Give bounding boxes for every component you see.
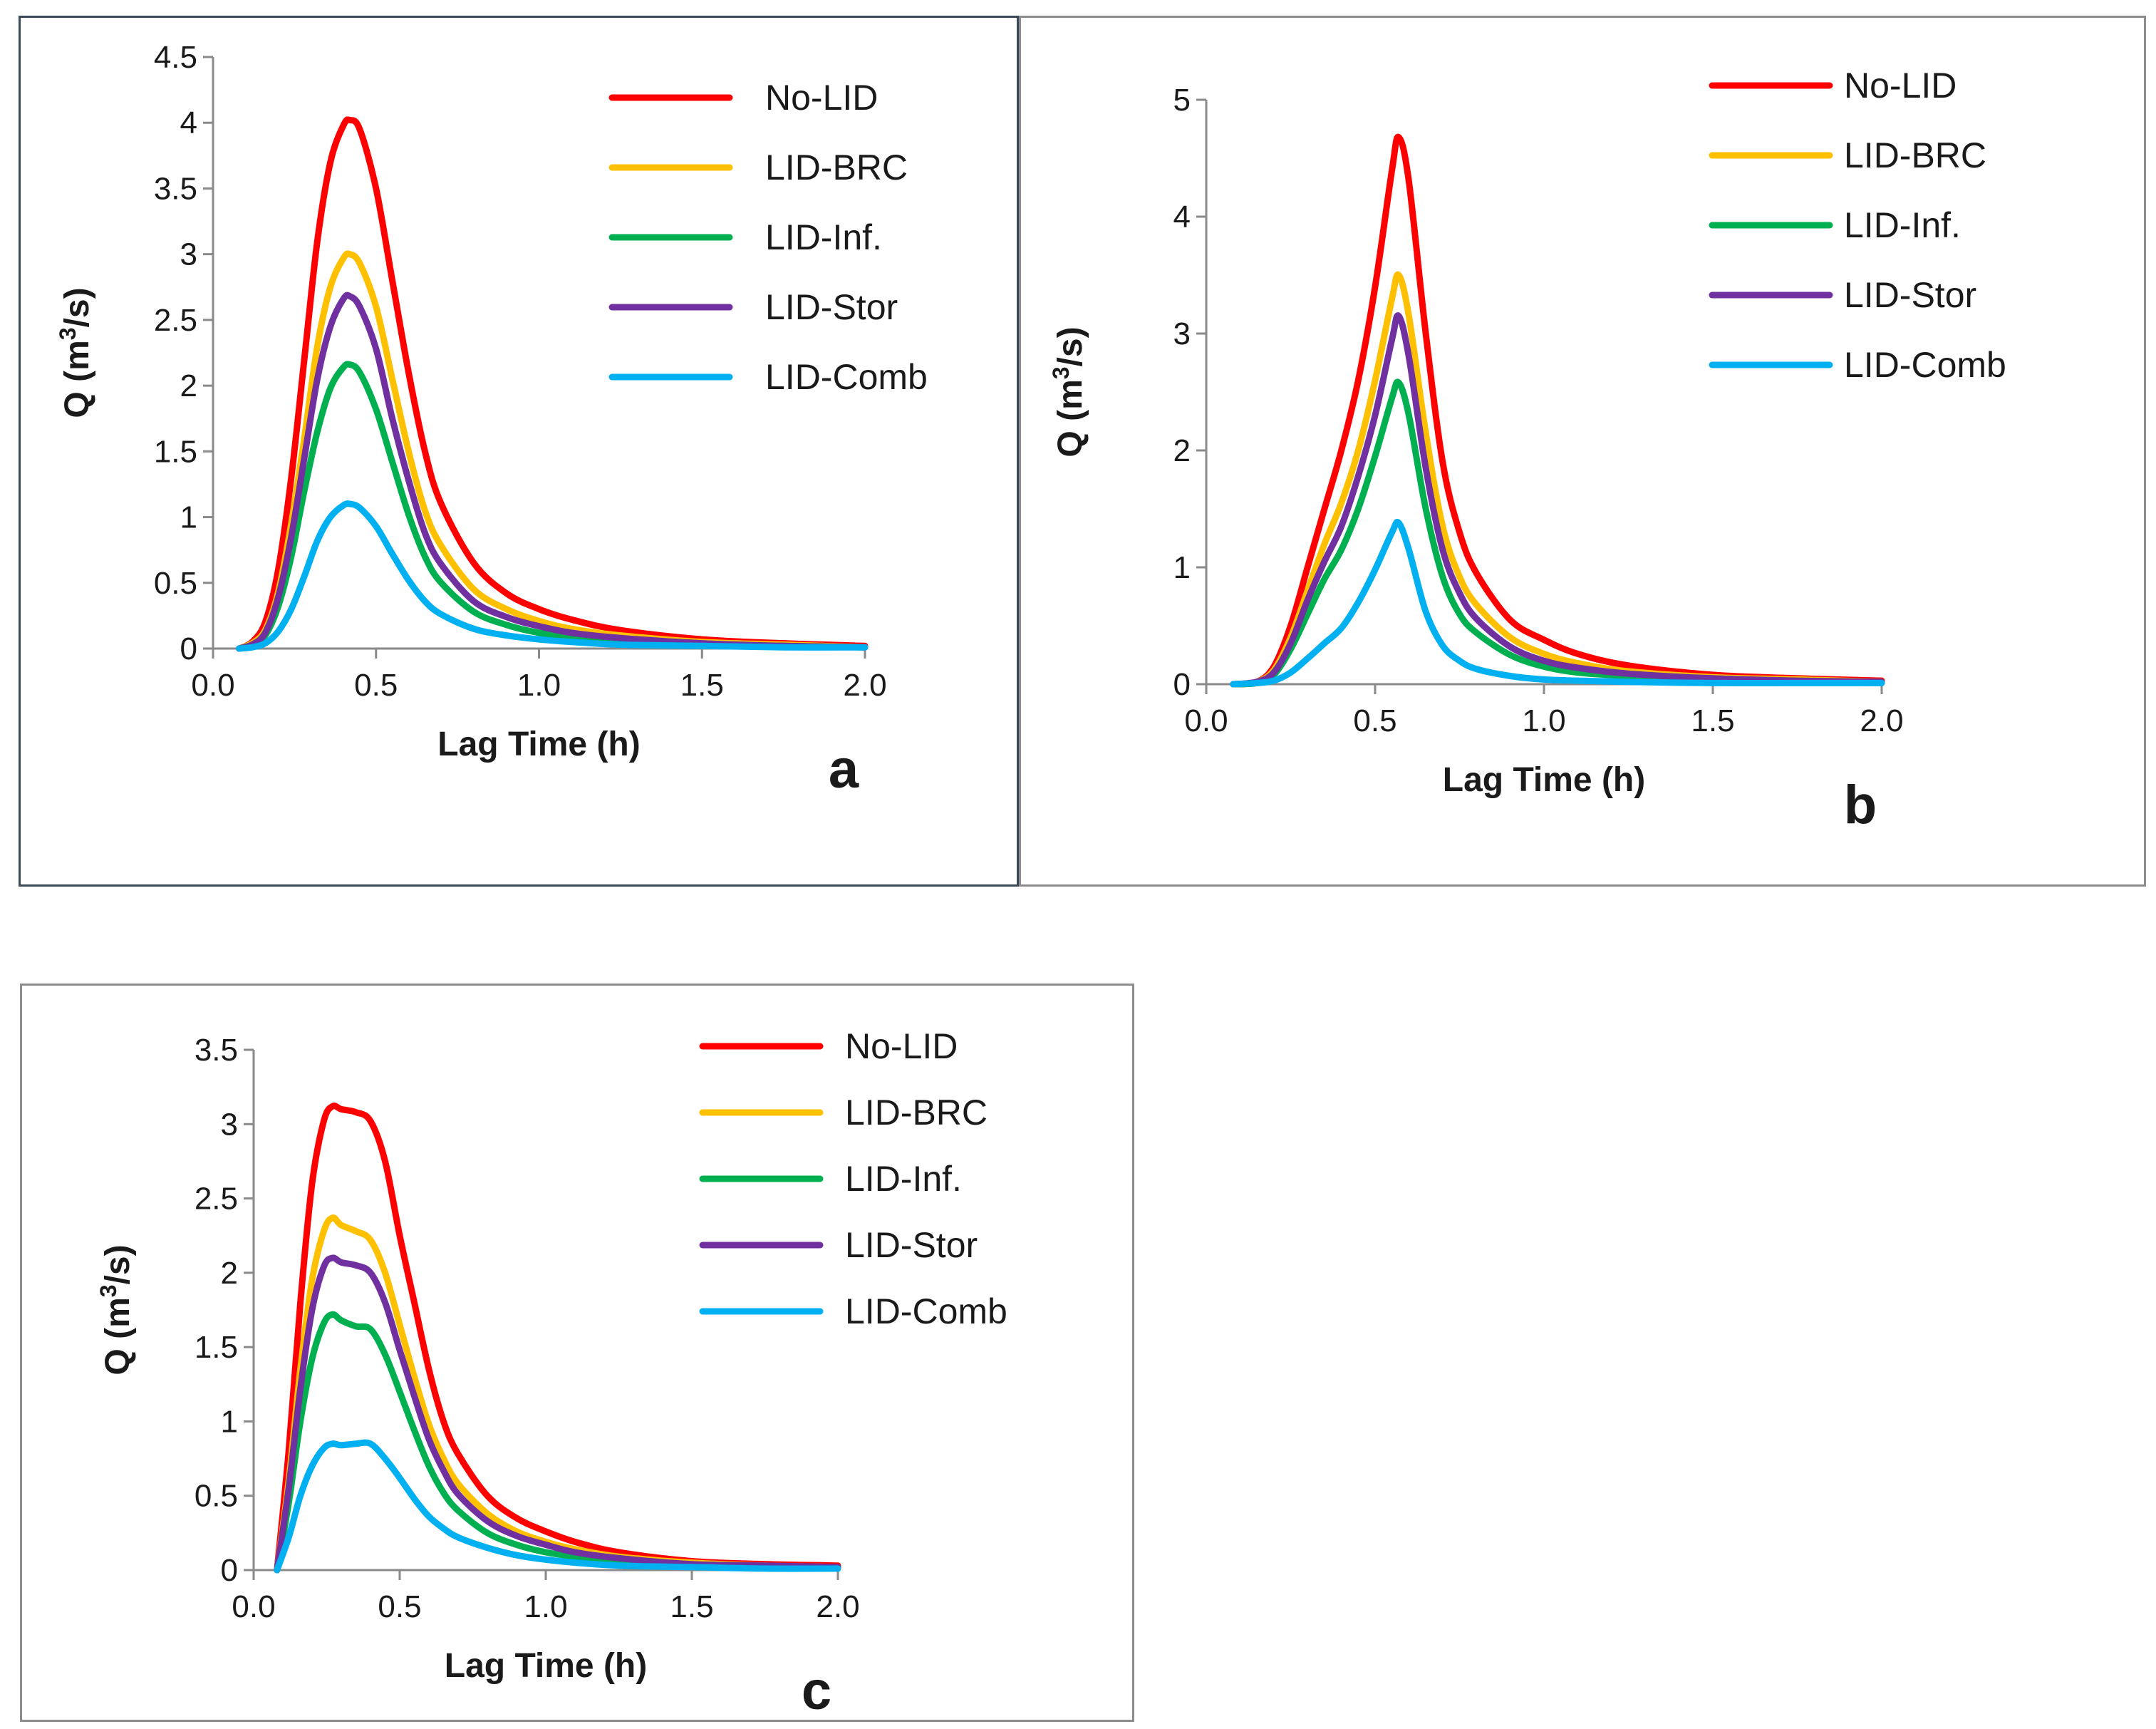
y-tick-label: 3	[1173, 316, 1191, 351]
y-tick-label: 1	[1173, 550, 1191, 585]
legend-label: LID-Stor	[1844, 275, 1976, 315]
x-tick-label: 1.5	[670, 1589, 713, 1624]
x-axis-title-b: Lag Time (h)	[1443, 761, 1645, 799]
x-tick-label: 1.5	[1691, 703, 1734, 738]
y-tick-label: 1.5	[195, 1330, 238, 1365]
y-tick-label: 5	[1173, 83, 1191, 118]
x-tick-label: 0.0	[232, 1589, 275, 1624]
y-tick-label: 3.5	[154, 171, 197, 206]
x-axis-title-c: Lag Time (h)	[445, 1647, 647, 1685]
chart-panel-b: 0 1 2 3 4 5 0.0 0.5 1.0 1.5 2.0 Lag Time (h) Q (m3/s…	[1019, 16, 2146, 887]
series-line-lid-comb	[236, 500, 869, 652]
y-tick-label: 0.5	[154, 566, 197, 601]
x-tick-label: 1.5	[680, 668, 724, 703]
y-axis-title-a: Q (m3/s)	[55, 287, 96, 418]
legend-label: LID-BRC	[1844, 135, 1986, 175]
x-tick-label: 1.0	[524, 1589, 567, 1624]
x-tick-label: 2.0	[843, 668, 886, 703]
chart-panel-a: 0 0.5 1 1.5 2 2.5 3 3.5 4 4.5 0.0 0.5 1.0 1.5 2.0 Lag T…	[19, 16, 1019, 887]
y-axis-title-b: Q (m3/s)	[1048, 326, 1089, 457]
y-tick-label: 2.5	[195, 1182, 238, 1217]
y-tick-label: 2	[180, 368, 197, 403]
series-line-lid-stor	[236, 291, 869, 652]
legend-label: No-LID	[765, 78, 878, 118]
x-tick-label: 0.0	[191, 668, 234, 703]
y-tick-label: 3.5	[195, 1033, 238, 1068]
x-tick-label: 1.0	[1522, 703, 1565, 738]
series-line-lid-stor	[1230, 312, 1885, 688]
y-tick-label: 3	[180, 237, 197, 272]
chart-panel-c: 0 0.5 1 1.5 2 2.5 3 3.5 0.0 0.5 1.0 1.5 2.0 Lag Time …	[20, 984, 1134, 1722]
y-tick-label: 0.5	[195, 1479, 238, 1514]
y-tick-label: 4	[1173, 200, 1191, 234]
legend-label: LID-Inf.	[845, 1159, 962, 1199]
y-tick-label: 0	[1173, 667, 1191, 702]
x-tick-label: 2.0	[1860, 703, 1903, 738]
chart-b-svg: 0 1 2 3 4 5 0.0 0.5 1.0 1.5 2.0 Lag Time (h) Q (m3/s…	[1048, 66, 2006, 835]
legend-label: LID-Comb	[765, 357, 928, 397]
series-line-lid-brc	[274, 1214, 841, 1574]
panel-letter-a: a	[829, 739, 859, 800]
panel-letter-b: b	[1844, 775, 1877, 835]
x-tick-label: 0.5	[354, 668, 398, 703]
y-tick-label: 1	[221, 1404, 238, 1439]
chart-c-svg: 0 0.5 1 1.5 2 2.5 3 3.5 0.0 0.5 1.0 1.5 2.0 Lag Time …	[95, 1026, 1007, 1721]
y-tick-label: 4	[180, 105, 197, 140]
legend-label: LID-Inf.	[765, 217, 882, 257]
legend-label: No-LID	[845, 1026, 958, 1066]
y-tick-label: 2.5	[154, 303, 197, 338]
x-axis-title-a: Lag Time (h)	[437, 726, 640, 763]
y-tick-label: 0	[221, 1553, 238, 1588]
legend-label: LID-Stor	[765, 287, 898, 327]
x-tick-label: 2.0	[816, 1589, 859, 1624]
panel-letter-c: c	[802, 1661, 831, 1721]
y-tick-label: 1.5	[154, 434, 197, 469]
y-tick-label: 2	[1173, 433, 1191, 468]
legend-label: LID-BRC	[845, 1093, 988, 1132]
y-tick-label: 1	[180, 500, 197, 535]
chart-a-svg: 0 0.5 1 1.5 2 2.5 3 3.5 4 4.5 0.0 0.5 1.0 1.5 2.0 Lag T…	[55, 40, 928, 800]
series-line-no-lid	[236, 116, 869, 652]
legend-label: LID-Inf.	[1844, 205, 1961, 245]
x-tick-label: 0.5	[1353, 703, 1396, 738]
x-tick-label: 0.0	[1184, 703, 1228, 738]
series-line-lid-comb	[274, 1439, 841, 1574]
legend-label: LID-Comb	[1844, 345, 2006, 385]
legend-label: LID-Stor	[845, 1225, 978, 1265]
y-axis-title-c: Q (m3/s)	[95, 1244, 137, 1375]
y-tick-label: 3	[221, 1107, 238, 1142]
legend-label: LID-BRC	[765, 148, 908, 187]
legend-label: No-LID	[1844, 66, 1957, 105]
series-line-lid-comb	[1230, 518, 1885, 688]
legend-label: LID-Comb	[845, 1291, 1007, 1331]
y-tick-label: 0	[180, 631, 197, 666]
y-tick-label: 4.5	[154, 40, 197, 75]
x-tick-label: 1.0	[517, 668, 561, 703]
series-line-no-lid	[274, 1103, 841, 1574]
series-line-no-lid	[1230, 133, 1885, 688]
y-tick-label: 2	[221, 1256, 238, 1291]
x-tick-label: 0.5	[378, 1589, 421, 1624]
series-line-lid-stor	[274, 1254, 841, 1574]
series-line-lid-inf	[236, 361, 869, 652]
